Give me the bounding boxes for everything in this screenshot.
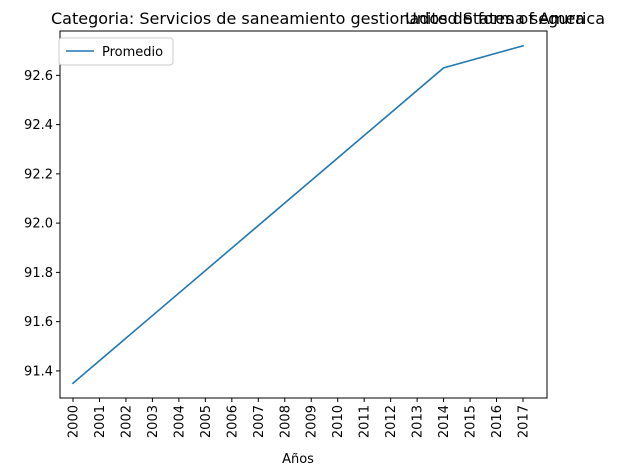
x-axis: 2000 2001 2002 2003 2004 2005 2006 2007 2008 2009… [67, 398, 532, 438]
legend-label: Promedio [102, 45, 163, 60]
y-tick-label: 91.8 [24, 266, 53, 281]
x-tick-label: 2002 [119, 405, 134, 438]
y-tick-label: 91.6 [24, 315, 53, 330]
x-tick-label: 2015 [464, 405, 479, 438]
legend-box [58, 37, 174, 66]
x-tick-label: 2003 [146, 405, 161, 438]
plot-area [59, 30, 548, 399]
chart-title-right: United States of America [405, 9, 605, 28]
y-tick-label: 92.6 [24, 69, 53, 84]
y-tick-label: 91.4 [24, 364, 53, 379]
y-tick-label: 92.0 [24, 217, 53, 232]
chart-title-left: Categoria: Servicios de saneamiento gest… [51, 9, 585, 28]
x-tick-label: 2007 [252, 405, 267, 438]
x-tick-label: 2014 [437, 405, 452, 438]
x-tick-label: 2005 [199, 405, 214, 438]
y-axis: 91.4 91.6 91.8 92.0 92.2 92.4 92.6 [24, 69, 60, 379]
x-tick-label: 2012 [384, 405, 399, 438]
y-tick-label: 92.2 [24, 167, 53, 182]
x-tick-label: 2000 [67, 405, 82, 438]
x-tick-label: 2013 [411, 405, 426, 438]
x-tick-label: 2010 [331, 405, 346, 438]
x-tick-label: 2001 [93, 405, 108, 438]
series-line-promedio [71, 44, 524, 385]
x-tick-label: 2009 [305, 405, 320, 438]
x-tick-label: 2006 [225, 405, 240, 438]
x-tick-label: 2011 [358, 405, 373, 438]
x-axis-label: Años [282, 452, 314, 467]
x-tick-label: 2016 [490, 405, 505, 438]
x-tick-label: 2004 [172, 405, 187, 438]
y-tick-label: 92.4 [24, 118, 53, 133]
x-tick-label: 2017 [517, 405, 532, 438]
legend: Promedio [58, 37, 174, 66]
x-tick-label: 2008 [278, 405, 293, 438]
series-lines [71, 44, 524, 385]
